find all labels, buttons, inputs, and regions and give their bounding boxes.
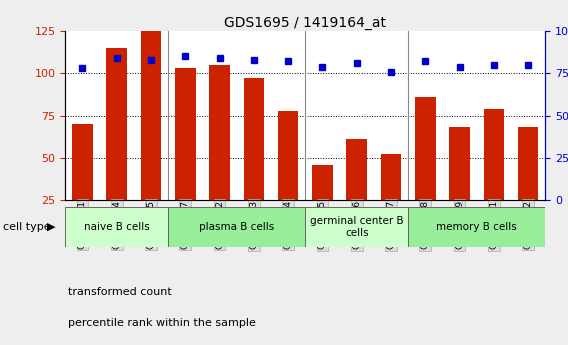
Text: germinal center B
cells: germinal center B cells — [310, 216, 403, 238]
Text: GSM94745: GSM94745 — [147, 200, 156, 249]
Bar — [209, 65, 230, 242]
Bar — [408, 207, 545, 247]
Bar — [381, 155, 401, 242]
Text: GSM94763: GSM94763 — [249, 200, 258, 249]
Text: ▶: ▶ — [47, 222, 56, 232]
Bar — [518, 127, 538, 242]
Text: GSM94741: GSM94741 — [78, 200, 87, 249]
Text: GSM94768: GSM94768 — [421, 200, 430, 249]
Bar — [72, 124, 93, 242]
Text: GSM94766: GSM94766 — [352, 200, 361, 249]
Bar — [306, 207, 408, 247]
Bar — [168, 207, 306, 247]
Text: GSM94762: GSM94762 — [215, 200, 224, 249]
Bar — [483, 109, 504, 242]
Text: memory B cells: memory B cells — [436, 222, 517, 232]
Text: GSM94765: GSM94765 — [318, 200, 327, 249]
Bar — [141, 29, 161, 242]
Text: cell type: cell type — [3, 222, 51, 232]
Bar — [106, 48, 127, 242]
Bar — [244, 78, 264, 242]
Text: GSM94771: GSM94771 — [490, 200, 498, 249]
Bar — [449, 127, 470, 242]
Bar — [346, 139, 367, 242]
Text: GSM94747: GSM94747 — [181, 200, 190, 249]
Text: percentile rank within the sample: percentile rank within the sample — [68, 318, 256, 327]
Bar — [175, 68, 195, 242]
Text: transformed count: transformed count — [68, 287, 172, 296]
Text: naive B cells: naive B cells — [84, 222, 149, 232]
Text: GSM94767: GSM94767 — [386, 200, 395, 249]
Text: GSM94764: GSM94764 — [283, 200, 293, 249]
Bar — [278, 110, 298, 242]
Bar — [312, 165, 333, 242]
Bar — [65, 207, 168, 247]
Text: GSM94772: GSM94772 — [524, 200, 533, 249]
Bar — [415, 97, 436, 242]
Text: GSM94744: GSM94744 — [112, 200, 121, 249]
Title: GDS1695 / 1419164_at: GDS1695 / 1419164_at — [224, 16, 386, 30]
Text: GSM94769: GSM94769 — [455, 200, 464, 249]
Text: plasma B cells: plasma B cells — [199, 222, 274, 232]
